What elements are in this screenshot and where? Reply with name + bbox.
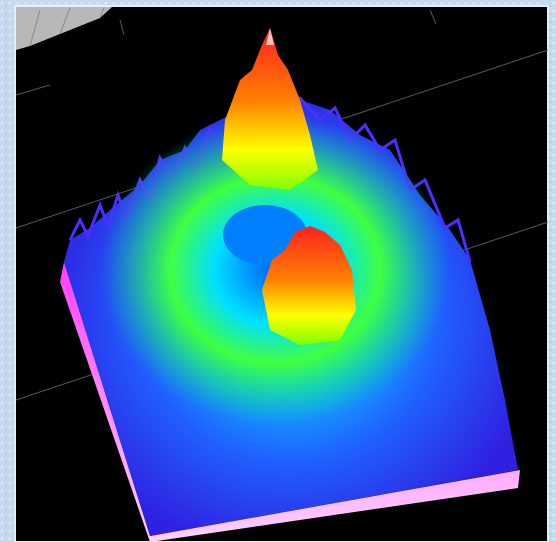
surface-peak-back xyxy=(222,28,318,190)
peak-tip xyxy=(266,28,274,45)
floor-panel xyxy=(16,7,112,50)
floor-lines xyxy=(29,7,105,47)
surface-peak-center xyxy=(262,226,356,345)
